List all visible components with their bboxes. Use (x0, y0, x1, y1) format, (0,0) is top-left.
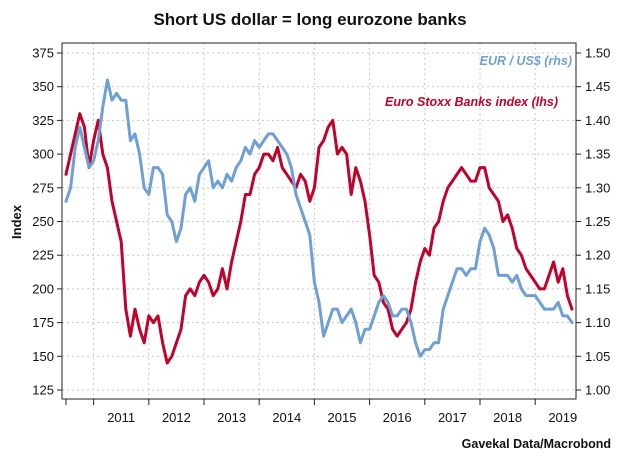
left-tick-label: 250 (32, 214, 54, 229)
x-tick-label: 2019 (548, 410, 577, 425)
legend-eur-usd: EUR / US$ (rhs) (480, 54, 572, 68)
legend-euro-stoxx-banks: Euro Stoxx Banks index (lhs) (385, 95, 558, 109)
left-tick-label: 175 (32, 315, 54, 330)
series-layer (64, 78, 574, 365)
right-tick-label: 1.15 (585, 281, 610, 296)
x-tick-label: 2013 (217, 410, 246, 425)
left-tick-label: 300 (32, 147, 54, 162)
left-tick-label: 225 (32, 248, 54, 263)
x-tick-label: 2011 (107, 410, 135, 425)
left-tick-label: 275 (32, 180, 54, 195)
right-tick-label: 1.10 (585, 315, 610, 330)
right-tick-label: 1.45 (585, 79, 610, 94)
right-tick-label: 1.30 (585, 180, 610, 195)
source-note: Gavekal Data/Macrobond (462, 437, 611, 451)
chart-title: Short US dollar = long eurozone banks (153, 10, 466, 29)
right-tick-label: 1.40 (585, 113, 610, 128)
x-tick-label: 2015 (328, 410, 357, 425)
x-tick-label: 2014 (272, 410, 301, 425)
series-line-eur-usd (64, 78, 574, 358)
right-tick-label: 1.05 (585, 349, 610, 364)
right-tick-label: 1.00 (585, 383, 610, 398)
left-axis-title: Index (9, 204, 24, 239)
right-tick-label: 1.50 (585, 46, 610, 61)
left-axis: 125 150 175 200 225 250 275 300 325 350 375 (32, 46, 62, 398)
left-tick-label: 150 (32, 349, 54, 364)
series-line-euro-stoxx-banks (64, 112, 574, 365)
x-axis: 2011 2012 2013 2014 2015 2016 2017 2018 2019 (65, 399, 577, 425)
left-tick-label: 200 (32, 281, 54, 296)
left-tick-label: 325 (32, 113, 54, 128)
left-tick-label: 125 (32, 383, 54, 398)
left-tick-label: 375 (32, 46, 54, 61)
right-tick-label: 1.35 (585, 147, 610, 162)
left-tick-label: 350 (32, 79, 54, 94)
x-tick-label: 2016 (383, 410, 412, 425)
x-tick-label: 2017 (438, 410, 467, 425)
x-tick-label: 2018 (493, 410, 522, 425)
right-tick-label: 1.25 (585, 214, 610, 229)
right-tick-label: 1.20 (585, 248, 610, 263)
right-axis: 1.00 1.05 1.10 1.15 1.20 1.25 1.30 1.35 1.40 1.45… (576, 46, 610, 398)
x-tick-label: 2012 (162, 410, 191, 425)
